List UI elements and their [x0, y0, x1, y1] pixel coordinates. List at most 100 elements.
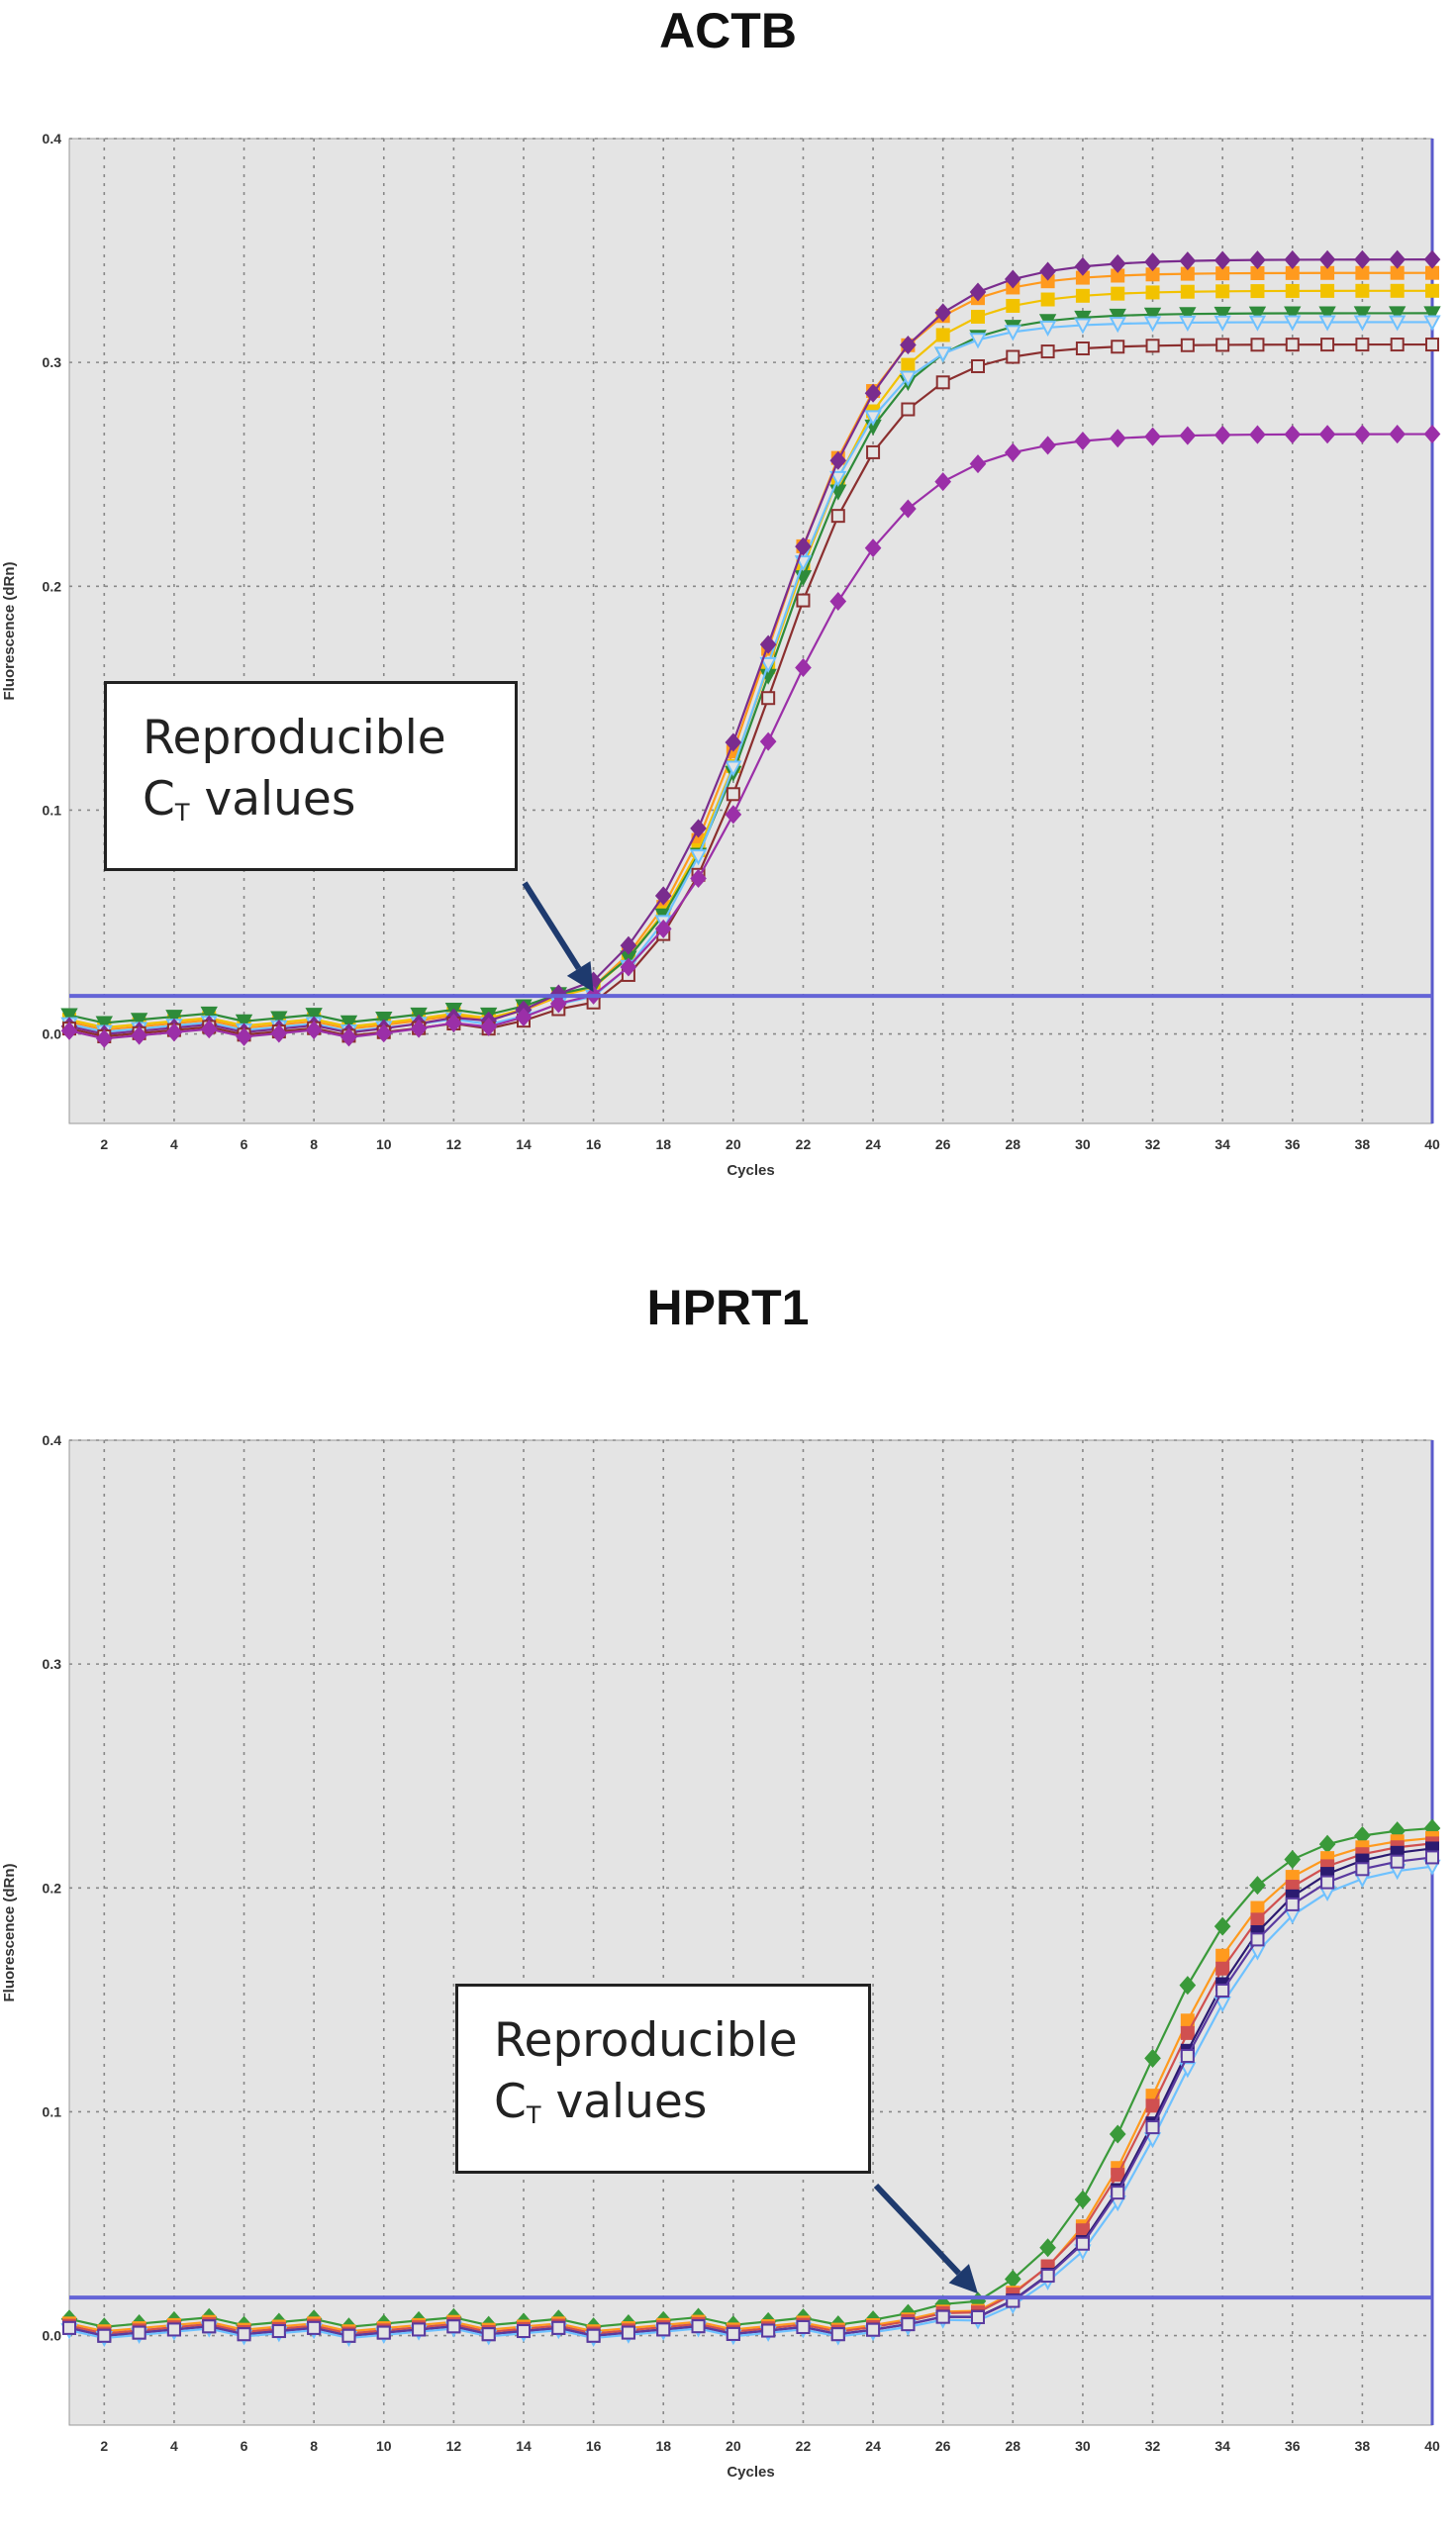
data-point: [1390, 1854, 1405, 1869]
x-tick-label: 30: [1075, 1136, 1091, 1152]
data-point: [1250, 1912, 1265, 1927]
data-point: [1284, 249, 1302, 269]
callout-arrowhead: [566, 960, 594, 993]
data-point: [1354, 249, 1371, 269]
data-point: [1040, 344, 1055, 359]
data-point: [1040, 292, 1055, 307]
data-point: [517, 2324, 531, 2339]
x-tick-label: 6: [241, 1136, 248, 1152]
series-line: [68, 258, 1433, 1035]
series-line: [68, 342, 1433, 1038]
x-tick-label: 38: [1355, 2438, 1371, 2454]
x-tick-label: 16: [586, 2438, 602, 2454]
data-point: [1425, 338, 1439, 352]
data-point: [445, 1013, 462, 1032]
x-tick-label: 22: [796, 2438, 812, 2454]
data-point: [515, 1008, 533, 1027]
x-tick-label: 40: [1424, 2438, 1440, 2454]
data-point: [1109, 2124, 1126, 2144]
data-point: [1179, 251, 1197, 271]
chart-actb: ACTB 2 4 6 8 10 12 14 16 18 20 22 24 26 28 30 32 34 36 38 4…: [0, 0, 1456, 1227]
data-point: [1249, 250, 1266, 270]
ct-callout: Reproducible CT values: [455, 1984, 871, 2174]
data-point: [586, 2328, 601, 2343]
callout-line2: CT values: [143, 772, 356, 827]
data-point: [725, 732, 742, 752]
data-point: [864, 383, 882, 403]
x-tick-label: 20: [726, 2438, 741, 2454]
data-point: [691, 2319, 706, 2334]
data-point: [165, 1023, 183, 1042]
x-tick-label: 28: [1006, 1136, 1021, 1152]
data-point: [1215, 1983, 1230, 1998]
data-point: [1318, 425, 1336, 444]
y-tick-label: 0.3: [43, 1656, 62, 1672]
data-point: [340, 1015, 358, 1031]
data-point: [1250, 1900, 1265, 1915]
data-point: [621, 2325, 635, 2340]
x-tick-label: 18: [655, 1136, 671, 1152]
data-point: [1180, 284, 1195, 299]
data-point: [130, 1013, 148, 1029]
y-tick-label: 0.1: [43, 2103, 62, 2119]
data-point: [656, 2322, 671, 2337]
data-point: [795, 536, 812, 556]
y-tick-label: 0.2: [43, 1880, 62, 1896]
data-point: [1215, 1948, 1230, 1963]
data-point: [1074, 256, 1092, 276]
data-point: [446, 2319, 461, 2334]
data-point: [689, 849, 708, 866]
data-point: [1284, 306, 1302, 323]
y-tick-label: 0.1: [43, 802, 62, 818]
data-point: [202, 2319, 217, 2334]
data-point: [1353, 306, 1372, 323]
series-line: [68, 1865, 1433, 2340]
x-tick-label: 4: [170, 1136, 178, 1152]
data-point: [620, 935, 637, 955]
data-point: [236, 1026, 252, 1046]
callout-arrow: [873, 2183, 961, 2276]
data-point: [271, 2324, 286, 2339]
data-point: [1004, 325, 1021, 341]
data-point: [549, 994, 567, 1014]
data-point: [1180, 2049, 1195, 2064]
data-point: [1111, 286, 1125, 301]
data-point: [1109, 308, 1126, 326]
x-tick-label: 32: [1145, 1136, 1161, 1152]
x-tick-label: 22: [796, 1136, 812, 1152]
x-tick-label: 30: [1075, 2438, 1091, 2454]
data-point: [376, 2325, 391, 2340]
data-point: [794, 555, 813, 572]
callout-line1: Reproducible: [143, 711, 446, 765]
data-point: [1248, 315, 1267, 332]
data-point: [901, 357, 916, 372]
data-point: [237, 2327, 251, 2342]
data-point: [340, 1027, 357, 1047]
data-point: [866, 444, 881, 459]
data-point: [1213, 425, 1231, 444]
callout-arrowhead: [948, 2264, 978, 2294]
x-axis-label: Cycles: [727, 2464, 774, 2481]
data-point: [1284, 425, 1302, 444]
data-point: [1074, 318, 1092, 335]
data-point: [1354, 425, 1371, 444]
data-point: [1248, 306, 1267, 323]
data-point: [1423, 315, 1441, 332]
data-point: [95, 1016, 113, 1032]
data-point: [1075, 2236, 1090, 2251]
x-tick-label: 20: [726, 1136, 741, 1152]
data-point: [97, 2328, 112, 2343]
data-point: [166, 2322, 181, 2337]
data-point: [725, 805, 742, 825]
series-line: [68, 1842, 1433, 2335]
data-point: [1075, 341, 1090, 356]
data-point: [1143, 307, 1162, 324]
data-point: [1355, 338, 1370, 352]
data-point: [1249, 1876, 1266, 1896]
data-point: [1353, 315, 1372, 332]
data-point: [1215, 284, 1230, 299]
data-point: [1318, 315, 1336, 332]
x-tick-label: 26: [935, 2438, 951, 2454]
data-point: [620, 957, 637, 977]
x-tick-label: 2: [100, 2438, 108, 2454]
